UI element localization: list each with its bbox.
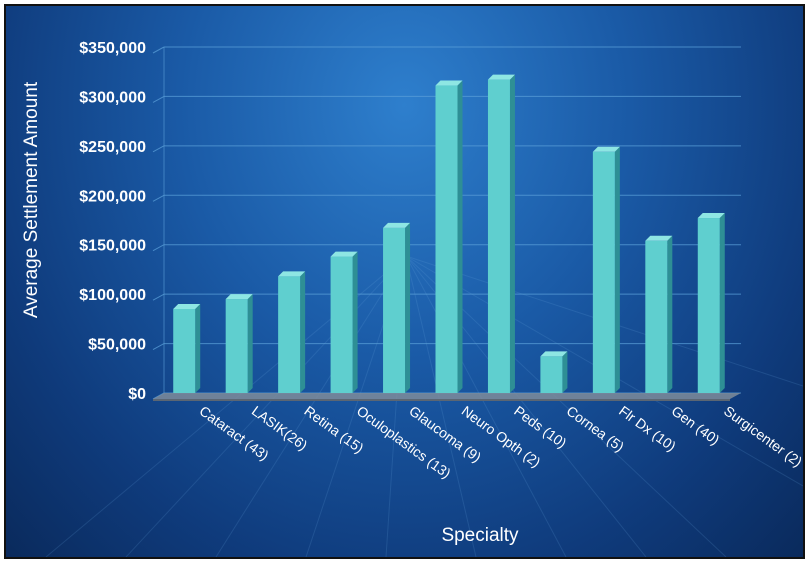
bar [592, 146, 620, 393]
bar-top [225, 294, 253, 300]
bar-side [405, 222, 411, 393]
decor-line [405, 255, 477, 557]
bar-side [562, 351, 568, 393]
y-tick-label: $350,000 [79, 40, 146, 57]
gridline-depth [152, 95, 165, 103]
bar-front [225, 299, 248, 393]
gridline-depth [152, 244, 165, 252]
bar-side [247, 294, 253, 393]
y-tick-label: $50,000 [88, 337, 146, 354]
x-category-label: Oculoplastics (13) [354, 402, 454, 481]
bar-side [509, 74, 515, 393]
bar-side [614, 146, 620, 393]
bar-front [592, 151, 615, 393]
x-category-label: Cornea (5) [564, 402, 628, 454]
y-tick-label: $100,000 [79, 287, 146, 304]
decor-line [215, 255, 407, 557]
x-category-label: Surgicenter (2) [721, 402, 803, 469]
bar-top [645, 235, 673, 241]
bar [487, 74, 515, 393]
y-tick-label: $150,000 [79, 238, 146, 255]
decor-line [405, 255, 567, 557]
bar [540, 351, 568, 393]
decor-line [125, 255, 407, 557]
bar-front [383, 227, 406, 393]
gridline-depth [152, 145, 165, 153]
chart-floor [153, 393, 741, 401]
bar-top [173, 303, 201, 309]
y-tick-label: $0 [128, 386, 146, 403]
x-axis-title: Specialty [441, 525, 519, 546]
bar-side [352, 251, 358, 393]
bar-top [278, 271, 306, 277]
bar [173, 303, 201, 393]
bar [278, 271, 306, 393]
background-decor [45, 255, 803, 557]
bar-front [697, 218, 720, 393]
bar-side [195, 303, 201, 393]
gridline-depth [152, 343, 165, 351]
bar-top [697, 213, 725, 219]
bar-side [300, 271, 306, 393]
bar-top [330, 251, 358, 257]
bar-side [719, 213, 725, 393]
floor-edge [153, 399, 730, 401]
bars [173, 74, 725, 393]
gridline-depth [152, 293, 165, 301]
bar [383, 222, 411, 393]
y-tick-labels: $0 $50,000 $100,000 $150,000 $200,000 $250,00… [79, 40, 146, 403]
bar [330, 251, 358, 393]
y-tick-label: $300,000 [79, 89, 146, 106]
bar-front [645, 240, 668, 393]
bar-front [487, 79, 510, 393]
bar-chart: $0 $50,000 $100,000 $150,000 $200,000 $250,00… [21, 40, 803, 557]
bar-top [592, 146, 620, 152]
y-axis-title: Average Settlement Amount [21, 81, 42, 318]
bar-top [540, 351, 568, 357]
floor-top [153, 393, 741, 399]
y-tick-label: $200,000 [79, 188, 146, 205]
bar-front [330, 256, 353, 393]
bar [435, 80, 463, 393]
bar-top [487, 74, 515, 80]
bar-side [457, 80, 463, 393]
bar [225, 294, 253, 393]
bar-front [173, 308, 196, 393]
bar-side [667, 235, 673, 393]
bar-front [540, 356, 563, 393]
gridline-depth [152, 194, 165, 202]
x-category-labels: Cataract (43)LASIK(26)Retina (15)Oculopl… [196, 402, 803, 481]
bar [645, 235, 673, 393]
bar-top [435, 80, 463, 86]
chart-frame: $0 $50,000 $100,000 $150,000 $200,000 $250,00… [4, 4, 805, 559]
bar-front [278, 276, 301, 393]
bar-front [435, 85, 458, 393]
y-tick-label: $250,000 [79, 139, 146, 156]
x-category-label: Flr Dx (10) [616, 402, 679, 454]
gridline-depth [152, 46, 165, 54]
bar-top [383, 222, 411, 228]
bar [697, 213, 725, 393]
